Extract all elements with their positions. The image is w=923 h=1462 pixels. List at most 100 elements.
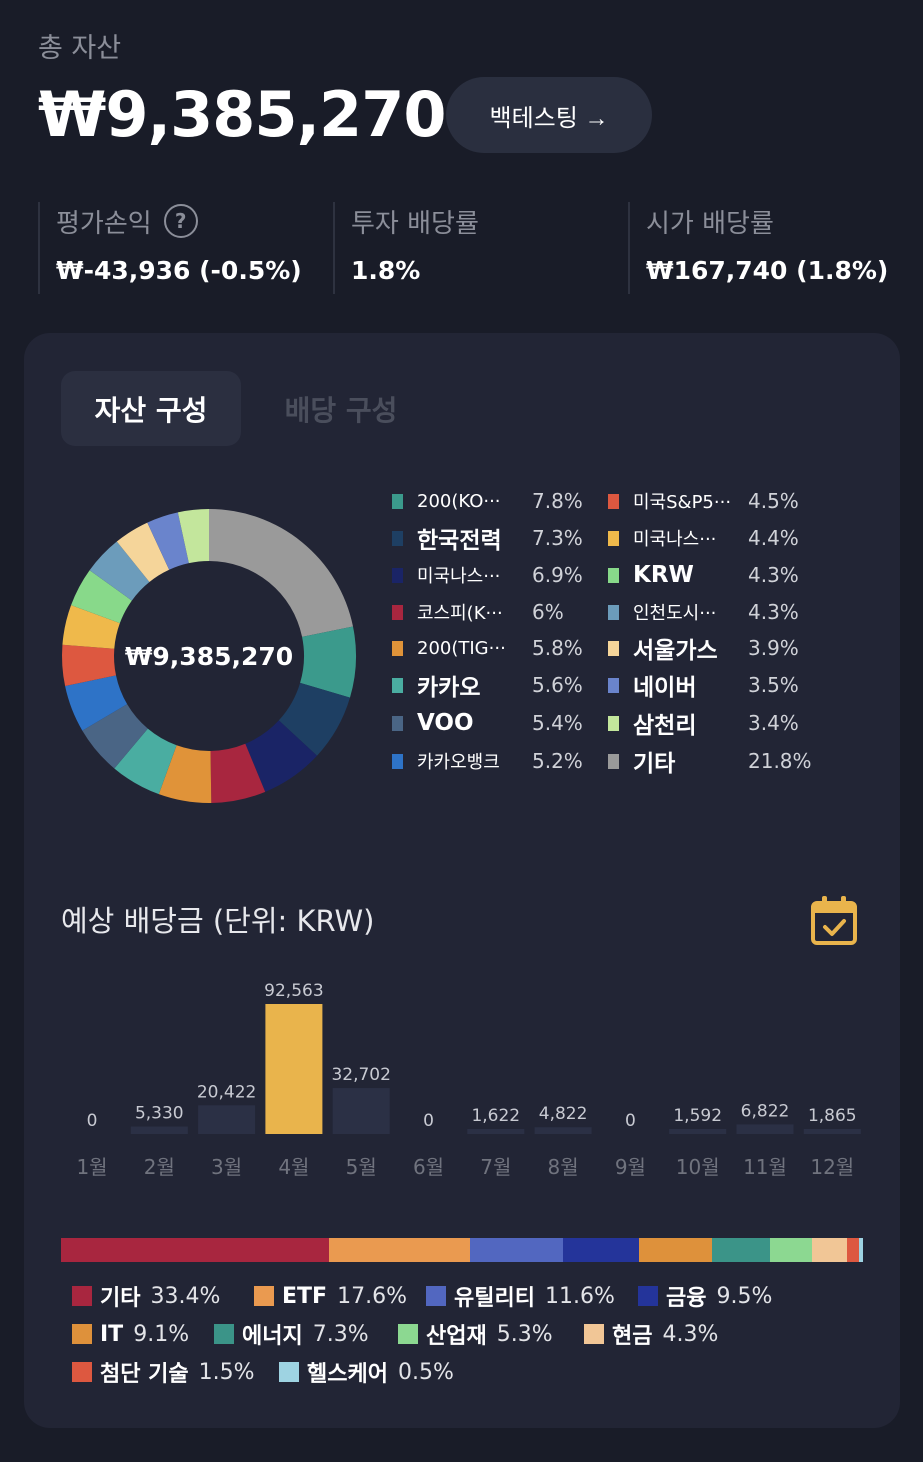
legend-name: 네이버 [633,675,697,701]
legend-percent: 4.4% [748,526,799,550]
donut-center-value: ₩9,385,270 [124,641,294,671]
total-assets-value: ₩9,385,270 [38,78,446,151]
backtest-button[interactable]: 백테스팅 → [446,77,652,153]
legend-percent: 5.4% [532,711,583,735]
legend-name: KRW [633,562,694,588]
legend-percent: 6% [532,600,564,624]
legend-name: 카카오뱅크 [417,752,500,773]
dividend-bar[interactable] [736,1124,794,1134]
legend-item: 200(KO··· 7.8% [392,486,583,516]
month-tick-label: 4월 [278,1155,309,1179]
stat-investment-yield: 투자 배당률 1.8% [333,202,623,294]
dividend-bar[interactable] [130,1126,188,1134]
bar-value-label: 1,622 [471,1106,520,1126]
bar-value-label: 32,702 [331,1065,390,1085]
sector-segment [812,1238,847,1262]
legend-swatch [392,677,403,693]
sector-swatch [72,1286,92,1306]
stat-label: 투자 배당률 [351,208,479,239]
sector-legend-item: ETF 17.6% [254,1281,407,1311]
donut-slice [177,509,209,564]
sector-name: 첨단 기술 [100,1362,189,1387]
sector-swatch [426,1286,446,1306]
donut-slice [209,509,353,637]
sector-name: 유틸리티 [454,1286,535,1311]
month-tick-label: 10월 [676,1155,720,1179]
legend-item: 미국나스··· 6.9% [392,560,583,590]
dividend-bar[interactable] [803,1129,861,1134]
sector-percent: 11.6% [544,1283,615,1309]
donut-slice [245,720,318,792]
legend-name: 미국나스··· [633,529,717,550]
legend-item: 삼천리 3.4% [608,708,799,739]
bar-value-label: 0 [87,1111,98,1131]
calendar-check-icon[interactable] [810,895,858,947]
sector-legend-item: 산업재 5.3% [398,1319,553,1349]
legend-item: 미국나스··· 4.4% [608,523,799,553]
tab-dividend-composition[interactable]: 배당 구성 [284,393,398,427]
legend-item: VOO 5.4% [392,708,583,738]
sector-percent: 9.1% [133,1321,190,1347]
donut-slice [62,605,120,649]
sector-percent: 0.5% [397,1359,454,1385]
legend-swatch [608,530,619,546]
legend-item: 네이버 3.5% [608,670,799,701]
sector-percent: 33.4% [150,1283,221,1309]
sector-segment [638,1238,712,1262]
monthly-dividend-chart: 0 1월 5,330 2월 20,422 3월 92,563 4월 32,702 5월 0 6월 1,6… [76,981,861,1179]
stat-market-yield: 시가 배당률 ₩167,740 (1.8%) [628,202,908,294]
sector-legend-item: IT 9.1% [72,1319,189,1349]
dividend-bar[interactable] [534,1127,592,1134]
dividend-bar[interactable] [332,1088,390,1134]
sector-name: IT [100,1321,124,1347]
tab-asset-composition[interactable]: 자산 구성 [61,371,241,446]
legend-item: 200(TIG··· 5.8% [392,633,583,663]
legend-percent: 3.5% [748,673,799,697]
dividend-bar[interactable] [198,1105,256,1134]
help-icon[interactable]: ? [163,204,198,238]
legend-item: 카카오뱅크 5.2% [392,746,583,776]
legend-item: 서울가스 3.9% [608,633,799,664]
legend-name: 한국전력 [417,528,502,554]
stat-label: 시가 배당률 [646,208,774,239]
legend-percent: 7.8% [532,489,583,513]
stat-value: ₩-43,936 (-0.5%) [56,256,302,285]
legend-percent: 7.3% [532,526,583,550]
month-tick-label: 11월 [743,1155,787,1179]
sector-name: 현금 [612,1324,653,1349]
sector-legend-item: 헬스케어 0.5% [279,1357,454,1387]
sector-segment [469,1238,563,1262]
month-tick-label: 1월 [76,1155,107,1179]
total-assets-label: 총 자산 [38,33,122,64]
sector-segment [858,1238,863,1262]
stat-label: 평가손익 [56,208,152,239]
legend-swatch [608,753,619,769]
legend-swatch [392,530,403,546]
donut-slice [300,626,357,698]
sector-swatch [398,1324,418,1344]
dividend-bar[interactable] [669,1129,727,1134]
month-tick-label: 7월 [480,1155,511,1179]
month-tick-label: 9월 [615,1155,646,1179]
sector-legend-item: 현금 4.3% [584,1319,718,1349]
donut-slice [210,743,266,803]
legend-swatch [608,567,619,583]
legend-percent: 3.9% [748,636,799,660]
month-tick-label: 8월 [548,1155,579,1179]
bar-value-label: 5,330 [135,1104,184,1124]
legend-percent: 3.4% [748,711,799,735]
dividend-bar[interactable] [265,1004,323,1134]
dividend-bar[interactable] [467,1129,525,1134]
sector-legend-item: 유틸리티 11.6% [426,1281,615,1311]
legend-swatch [608,677,619,693]
legend-swatch [608,640,619,656]
donut-slice [82,704,148,769]
month-tick-label: 2월 [144,1155,175,1179]
sector-swatch [254,1286,274,1306]
legend-swatch [392,640,403,656]
legend-swatch [392,753,403,769]
sector-swatch [72,1362,92,1382]
legend-percent: 4.3% [748,600,799,624]
legend-name: 200(KO··· [417,490,501,512]
sector-percent: 7.3% [312,1321,369,1347]
